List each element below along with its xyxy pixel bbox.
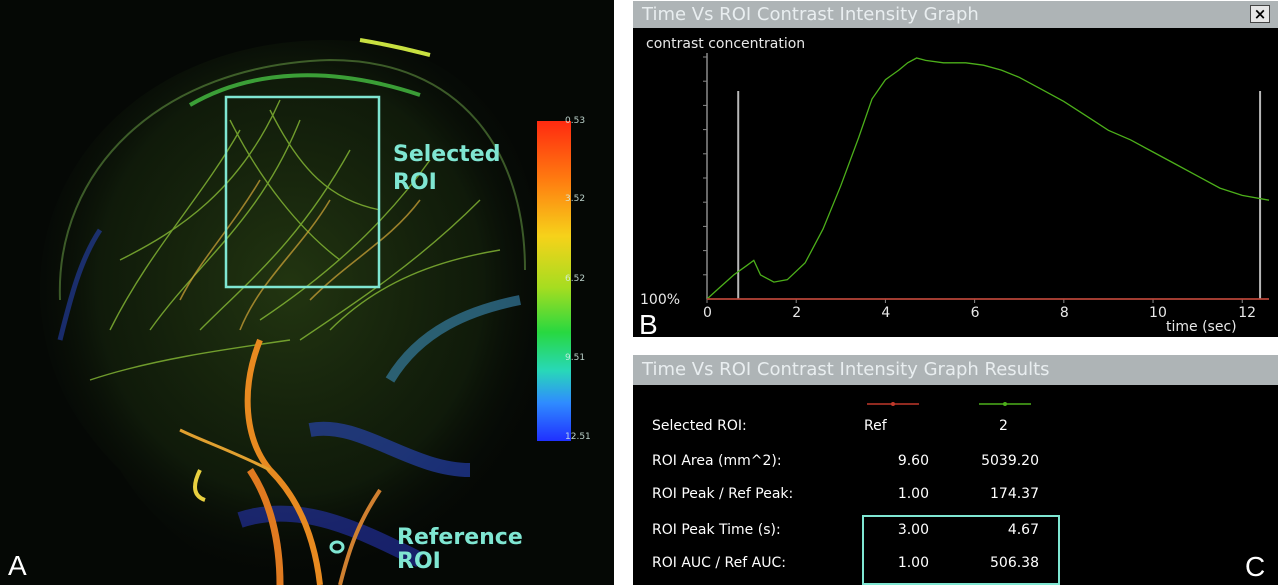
chart-series [706,57,1270,300]
colorbar-tick: 9.51 [565,353,586,363]
results-window-title: Time Vs ROI Contrast Intensity Graph Res… [633,355,1278,385]
results-row-label: Selected ROI: [652,418,747,434]
results-ref-value: 1.00 [897,486,929,502]
color-scale-bar [537,121,571,441]
reference-roi-marker [329,540,345,554]
chart-marker-lines [737,91,1262,299]
angiography-image-panel: Selected ROI Reference ROI 0.53 3.52 6.5… [0,0,614,585]
chart-x-tick-label: 6 [971,305,980,321]
colorbar-tick: 0.53 [565,116,586,126]
results-roi-value: 5039.20 [981,453,1039,469]
colorbar-tick: 6.52 [565,274,586,284]
selected-roi-label-line2: ROI [393,170,437,195]
results-ref-value: 9.60 [897,453,929,469]
chart-x-tick-label: 8 [1060,305,1069,321]
chart-x-tick-label: 2 [792,305,801,321]
ref-legend-dot [891,402,895,406]
colorbar-tick: 12.51 [565,432,591,442]
colorbar-tick: 3.52 [565,194,586,204]
intensity-graph-window: Time Vs ROI Contrast Intensity Graph × c… [633,1,1278,337]
reference-roi-label-line2: ROI [397,549,441,574]
results-roi-value: 4.67 [1007,522,1039,538]
results-ref-value: Ref [864,418,887,434]
selected-roi-box [224,95,381,289]
chart-x-tick-label: 10 [1149,305,1167,321]
chart-y-ticks [703,56,707,276]
chart-x-tick-label: 0 [703,305,712,321]
intensity-chart: contrast concentration 100% time (sec) 0… [640,36,1270,335]
close-button[interactable]: × [1250,5,1270,23]
panel-letter-a: A [8,550,27,581]
angiography-image [39,38,541,585]
results-row-label: ROI Area (mm^2): [652,453,782,469]
results-ref-value: 1.00 [897,555,929,571]
results-roi-value: 174.37 [990,486,1039,502]
graph-window-title: Time Vs ROI Contrast Intensity Graph [633,1,1278,28]
results-roi-value: 2 [999,418,1008,434]
panel-letter-c: C [1245,551,1266,582]
roi-legend-dot [1003,402,1007,406]
selected-roi-label: Selected [393,142,501,167]
chart-x-axis-label: time (sec) [1166,319,1237,335]
chart-baseline-label: 100% [640,292,680,308]
reference-roi-label: Reference [397,525,523,550]
results-row-label: ROI Peak Time (s): [652,522,781,538]
chart-x-ticks: 0 2 4 6 8 10 12 [703,299,1256,321]
results-row-label: ROI Peak / Ref Peak: [652,486,794,502]
results-roi-value: 506.38 [990,555,1039,571]
results-ref-value: 3.00 [897,522,929,538]
roi-series-line [706,57,1270,300]
chart-x-tick-label: 4 [881,305,890,321]
panel-letter-b: B [639,309,658,337]
results-legend [867,402,1031,406]
results-row-label: ROI AUC / Ref AUC: [652,555,786,571]
chart-y-axis-label: contrast concentration [646,36,805,52]
highlight-box [862,515,1060,585]
chart-x-tick-label: 12 [1238,305,1256,321]
results-window: Time Vs ROI Contrast Intensity Graph Res… [633,355,1278,585]
